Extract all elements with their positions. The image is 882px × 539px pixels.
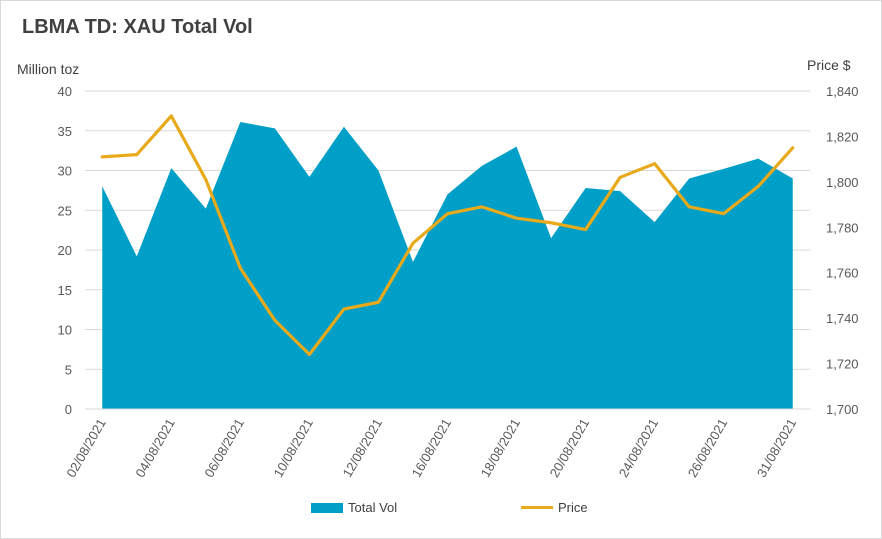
y2-tick-label: 1,720	[826, 357, 859, 372]
total-vol-point	[722, 167, 725, 170]
price-point	[377, 301, 380, 304]
price-point	[515, 217, 518, 220]
total-vol-point	[101, 185, 104, 188]
total-vol-point	[791, 177, 794, 180]
price-point	[481, 205, 484, 208]
y2-tick-label: 1,840	[826, 84, 859, 99]
price-point	[550, 221, 553, 224]
total-vol-point	[515, 145, 518, 148]
total-vol-point	[446, 193, 449, 196]
total-vol-point	[653, 221, 656, 224]
y2-tick-label: 1,780	[826, 220, 859, 235]
total-vol-point	[584, 186, 587, 189]
total-vol-point	[204, 207, 207, 210]
price-point	[273, 319, 276, 322]
total-vol-point	[273, 127, 276, 130]
x-tick-label: 02/08/2021	[63, 416, 109, 480]
total-vol-point	[342, 125, 345, 128]
y2-tick-label: 1,740	[826, 311, 859, 326]
price-point	[619, 176, 622, 179]
x-tick-label: 18/08/2021	[478, 416, 524, 480]
price-point	[446, 212, 449, 215]
x-tick-label: 16/08/2021	[409, 416, 455, 480]
total-vol-point	[757, 157, 760, 160]
total-vol-point	[170, 167, 173, 170]
legend-item-total-vol: Total Vol	[311, 500, 397, 515]
chart-title: LBMA TD: XAU Total Vol	[22, 16, 253, 38]
x-tick-label: 12/08/2021	[340, 416, 386, 480]
price-point	[757, 185, 760, 188]
y2-tick-label: 1,760	[826, 266, 859, 281]
price-point	[722, 212, 725, 215]
y1-tick-label: 20	[58, 243, 72, 258]
total-vol-area	[102, 122, 793, 409]
total-vol-point	[619, 190, 622, 193]
legend-swatch-price	[521, 506, 553, 509]
price-point	[688, 205, 691, 208]
y1-axis-label: Million toz	[17, 61, 80, 77]
y1-tick-label: 40	[58, 84, 72, 99]
x-tick-label: 10/08/2021	[270, 416, 316, 480]
total-vol-point	[308, 175, 311, 178]
x-tick-label: 24/08/2021	[616, 416, 662, 480]
y1-tick-label: 35	[58, 124, 72, 139]
x-tick-label: 20/08/2021	[547, 416, 593, 480]
price-point	[308, 353, 311, 356]
y2-tick-label: 1,700	[826, 402, 859, 417]
price-point	[170, 114, 173, 117]
y2-tick-label: 1,800	[826, 175, 859, 190]
price-point	[101, 155, 104, 158]
legend-label-total-vol: Total Vol	[348, 500, 398, 515]
price-point	[135, 153, 138, 156]
y1-tick-label: 0	[65, 402, 72, 417]
y1-tick-label: 25	[58, 203, 72, 218]
price-point	[653, 162, 656, 165]
legend-swatch-total-vol	[311, 502, 343, 513]
y1-tick-label: 5	[65, 362, 72, 377]
price-line	[100, 114, 795, 357]
price-point	[584, 228, 587, 231]
total-vol-point	[688, 177, 691, 180]
y1-tick-label: 30	[58, 164, 72, 179]
x-tick-label: 06/08/2021	[201, 416, 247, 480]
y1-tick-label: 10	[58, 323, 72, 338]
legend-item-price: Price	[521, 500, 588, 515]
total-vol-point	[239, 121, 242, 124]
x-tick-label: 04/08/2021	[132, 416, 178, 480]
y2-axis-label: Price $	[807, 57, 851, 73]
price-point	[342, 308, 345, 311]
x-tick-label: 26/08/2021	[685, 416, 731, 480]
total-vol-point	[135, 255, 138, 258]
total-vol-point	[550, 237, 553, 240]
price-point	[239, 267, 242, 270]
x-tick-label: 31/08/2021	[754, 416, 800, 480]
y2-tick-label: 1,820	[826, 129, 859, 144]
total-vol-point	[377, 169, 380, 172]
legend-label-price: Price	[558, 500, 588, 515]
total-vol-point	[411, 260, 414, 263]
price-point	[411, 242, 414, 245]
total-vol-point	[481, 164, 484, 167]
price-point	[791, 146, 794, 149]
price-point	[204, 178, 207, 181]
y1-tick-label: 15	[58, 283, 72, 298]
